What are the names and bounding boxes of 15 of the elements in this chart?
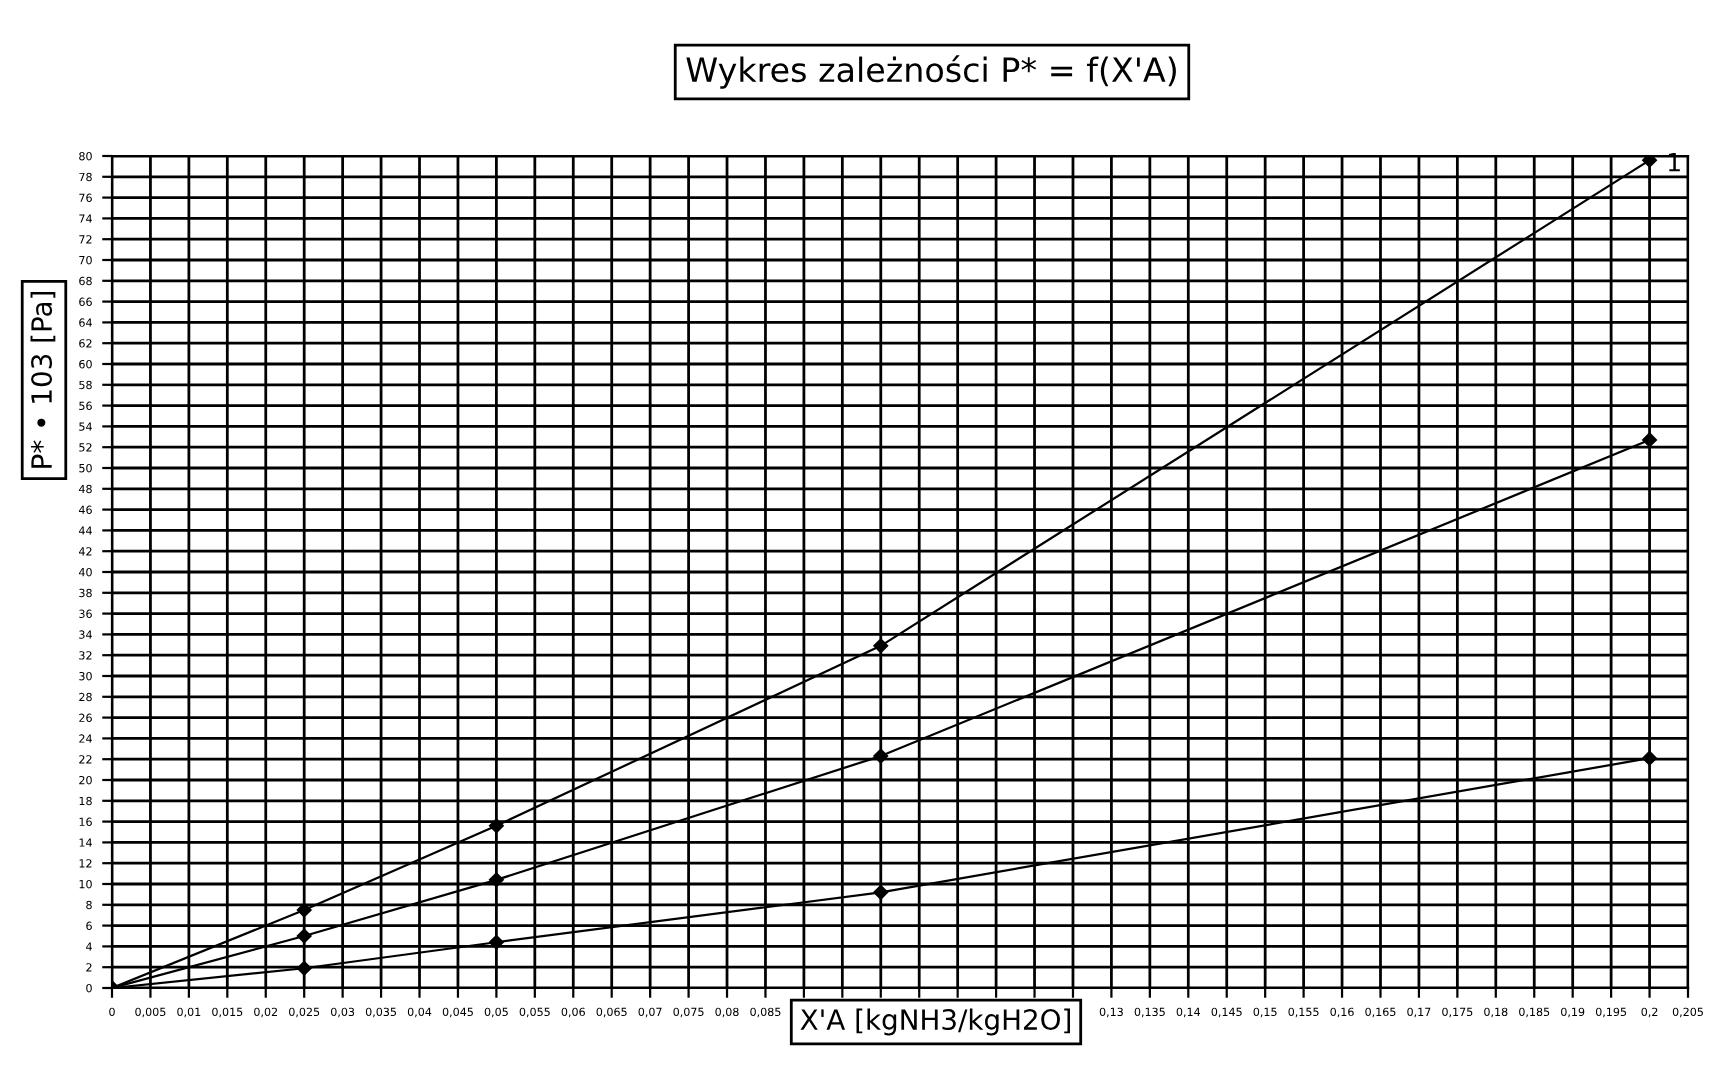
- x-axis-title: X'A [kgNH3/kgH2O]: [800, 1008, 1070, 1036]
- point: [1642, 432, 1657, 448]
- point: [489, 872, 504, 888]
- point: [873, 638, 889, 654]
- chart-title: Wykres zależności P* = f(X'A): [686, 55, 1176, 89]
- point: [296, 928, 312, 944]
- point: [296, 960, 312, 976]
- point: [873, 885, 889, 900]
- point: [1642, 750, 1657, 766]
- point: [873, 748, 889, 764]
- point: [296, 902, 312, 918]
- y-axis-title: P* • 103 [Pa]: [30, 292, 56, 468]
- point: [489, 934, 504, 950]
- point: [1642, 156, 1657, 168]
- point: [489, 818, 504, 834]
